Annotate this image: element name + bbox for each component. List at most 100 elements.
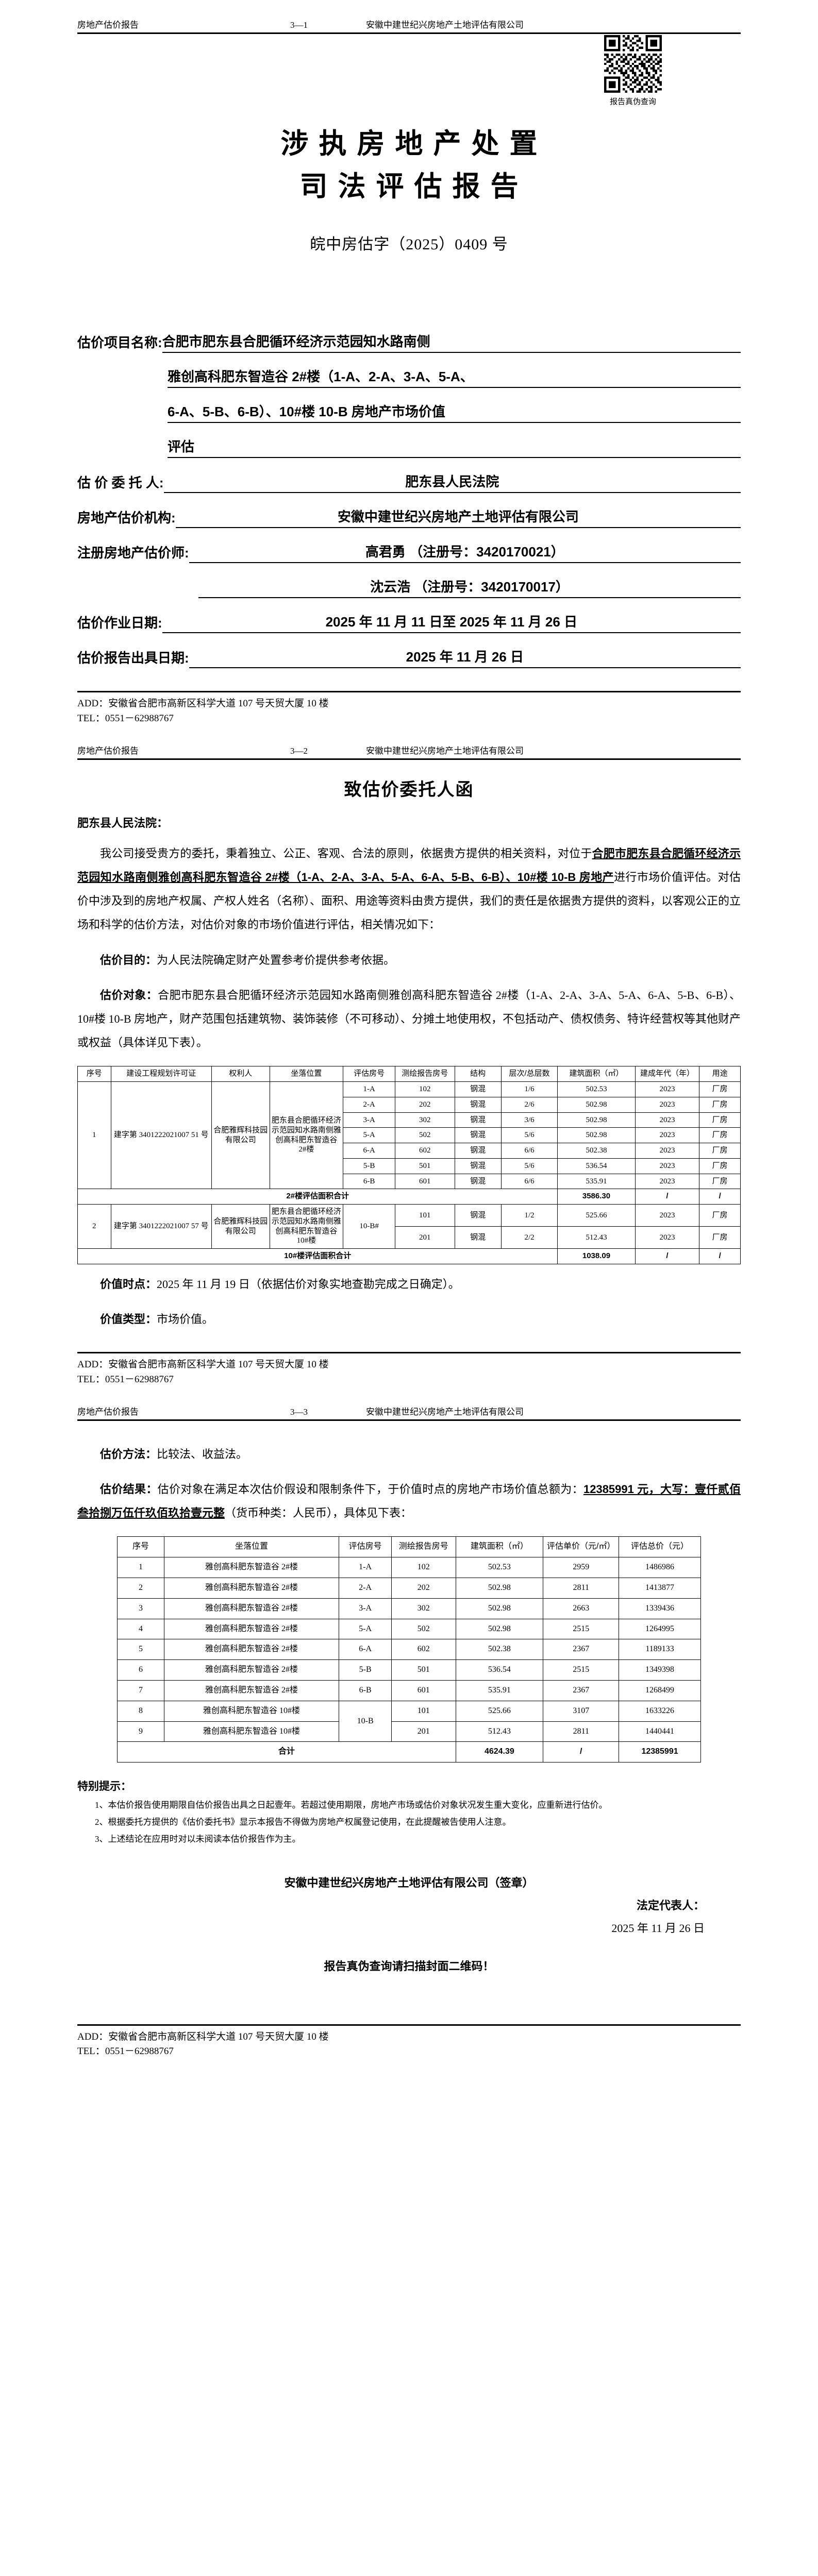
res-r8-location: 雅创高科肥东智造谷 10#楼: [163, 1721, 340, 1742]
res-r2-survey: 302: [391, 1598, 456, 1619]
appraiser-spacer: [77, 581, 198, 598]
g1-r0-floor: 1/6: [500, 1081, 558, 1097]
g1-r5-survey: 501: [394, 1158, 455, 1174]
g1-r5-structure: 钢混: [454, 1158, 502, 1174]
res-r3-unit: 2515: [543, 1618, 620, 1640]
letter-value-type: 价值类型：市场价值。: [77, 1308, 741, 1331]
cover-title-line2: 司法评估报告: [299, 171, 529, 202]
res-r3-location: 雅创高科肥东智造谷 2#楼: [163, 1618, 340, 1640]
res-total-area: 4624.39: [455, 1741, 544, 1763]
purpose-value: 为人民法院确定财产处置参考价提供参考依据。: [157, 953, 395, 967]
res-r4-location: 雅创高科肥东智造谷 2#楼: [163, 1639, 340, 1660]
table-row: 2-A 202 钢混 2/6 502.98 2023 厂房: [78, 1096, 741, 1113]
appraisal-object-table: 序号 建设工程规划许可证 权利人 坐落位置 评估房号 测绘报告房号 结构 层次/…: [77, 1066, 741, 1264]
field-client: 估 价 委 托 人: 肥东县人民法院: [77, 471, 741, 494]
g1-subtotal-area: 3586.30: [557, 1189, 636, 1205]
header-rule-3: [77, 1419, 741, 1421]
running-header-page3: 房地产估价报告 3—3 安徽中建世纪兴房地产土地评估有限公司: [77, 1407, 741, 1419]
g1-r0-use: 厂房: [699, 1081, 741, 1097]
res-r7-seq: 8: [117, 1700, 164, 1722]
notice-item-3: 3、上述结论在应用时对以未阅读本估价报告作为主。: [95, 1834, 301, 1844]
letter-footer-rule: [77, 1352, 741, 1354]
res-r8-total: 1440441: [619, 1721, 701, 1742]
col-use: 用途: [699, 1066, 741, 1082]
table-row: 2 建字第 3401222021007 57 号 合肥雅辉科技园有限公司 肥东县…: [77, 1204, 741, 1249]
col-floor: 层次/总层数: [500, 1066, 558, 1082]
object-value: 合肥市肥东县合肥循环经济示范园知水路南侧雅创高科肥东智造谷 2#楼（1-A、2-…: [77, 988, 741, 1049]
running-header-pagenum: 3—1: [290, 20, 308, 30]
object-label: 估价对象：: [100, 988, 158, 1002]
g1-r3-eval: 5-A: [343, 1127, 395, 1143]
project-name-value-line3: 6-A、5-B、6-B）、10#楼 10-B 房地产市场价值: [168, 401, 741, 423]
g2-r1-survey: 201: [394, 1226, 455, 1249]
res-r0-location: 雅创高科肥东智造谷 2#楼: [163, 1557, 340, 1578]
project-name-spacer1: [77, 370, 168, 388]
res-r4-seq: 5: [117, 1639, 164, 1660]
issue-date-value: 2025 年 11 月 26 日: [189, 647, 741, 669]
subtotal-row-building-10: 10#楼评估面积合计 1038.09 / /: [77, 1248, 741, 1264]
cover-page: 房地产估价报告 3—1 安徽中建世纪兴房地产土地评估有限公司: [0, 0, 818, 726]
g1-r6-year: 2023: [635, 1173, 700, 1190]
col-structure: 结构: [454, 1066, 502, 1082]
field-appraiser-2: 沈云浩 （注册号：3420170017）: [77, 577, 741, 599]
address-line-3: ADD：安徽省合肥市高新区科学大道 107 号天贸大厦 10 楼: [77, 2031, 329, 2042]
g1-r0-area: 502.53: [557, 1081, 636, 1097]
subtotal-row-building-2: 2#楼评估面积合计 3586.30 / /: [77, 1189, 741, 1205]
g1-r2-use: 厂房: [699, 1112, 741, 1128]
g1-r1-area: 502.98: [557, 1096, 636, 1113]
col-survey-no: 测绘报告房号: [394, 1066, 455, 1082]
res-r4-area: 502.38: [455, 1639, 544, 1660]
res-r5-eval: 5-B: [339, 1659, 392, 1681]
res-r3-seq: 4: [117, 1618, 164, 1640]
qr-code-block[interactable]: 报告真伪查询: [603, 35, 663, 107]
res-r8-survey: 201: [391, 1721, 456, 1742]
res-r3-area: 502.98: [455, 1618, 544, 1640]
results-footer-rule: [77, 2024, 741, 2026]
project-name-label: 估价项目名称:: [77, 335, 162, 351]
res-r6-seq: 7: [117, 1680, 164, 1701]
letter-p1-part-a: 我公司接受贵方的委托，秉着独立、公正、客观、合法的原则，依据贵方提供的相关资料，…: [100, 846, 592, 860]
res-r4-unit: 2367: [543, 1639, 620, 1660]
res-r7-area: 525.66: [455, 1700, 544, 1722]
method-value: 比较法、收益法。: [157, 1447, 248, 1461]
g2-r1-structure: 钢混: [454, 1226, 502, 1249]
g1-r4-structure: 钢混: [454, 1143, 502, 1159]
address-line-2: ADD：安徽省合肥市高新区科学大道 107 号天贸大厦 10 楼: [77, 1359, 329, 1370]
table-row: 7 雅创高科肥东智造谷 2#楼 6-B 601 535.91 2367 1268…: [117, 1680, 701, 1701]
res-r2-eval: 3-A: [339, 1598, 392, 1619]
res-col-survey-no: 测绘报告房号: [391, 1536, 456, 1558]
res-r1-unit: 2811: [543, 1577, 620, 1599]
g2-r1-floor: 2/2: [500, 1226, 558, 1249]
result-total-row: 合计 4624.39 / 12385991: [117, 1741, 701, 1763]
res-col-unit-price: 评估单价（元/㎡）: [543, 1536, 620, 1558]
res-r7-eval: 10-B: [339, 1700, 392, 1742]
letter-paragraph-1: 我公司接受贵方的委托，秉着独立、公正、客观、合法的原则，依据贵方提供的相关资料，…: [77, 842, 741, 937]
res-col-eval-no: 评估房号: [339, 1536, 392, 1558]
project-name-spacer2: [77, 405, 168, 423]
qr-code-icon[interactable]: [604, 35, 662, 93]
g1-r3-year: 2023: [635, 1127, 700, 1143]
col-year: 建成年代（年）: [635, 1066, 700, 1082]
method-label: 估价方法：: [100, 1447, 157, 1461]
project-name-value-line2: 雅创高科肥东智造谷 2#楼（1-A、2-A、3-A、5-A、: [168, 366, 741, 388]
g1-r5-area: 536.54: [557, 1158, 636, 1174]
results-page: 房地产估价报告 3—3 安徽中建世纪兴房地产土地评估有限公司 估价方法：比较法、…: [0, 1387, 818, 2079]
res-r2-location: 雅创高科肥东智造谷 2#楼: [163, 1598, 340, 1619]
g1-r2-survey: 302: [394, 1112, 455, 1128]
res-r0-total: 1486986: [619, 1557, 701, 1578]
g1-r3-survey: 502: [394, 1127, 455, 1143]
g1-r6-floor: 6/6: [500, 1173, 558, 1190]
work-date-value: 2025 年 11 月 11 日至 2025 年 11 月 26 日: [162, 612, 741, 634]
table-row: 2 雅创高科肥东智造谷 2#楼 2-A 202 502.98 2811 1413…: [117, 1577, 701, 1599]
object-table-header-row: 序号 建设工程规划许可证 权利人 坐落位置 评估房号 测绘报告房号 结构 层次/…: [77, 1066, 741, 1082]
g1-r1-eval: 2-A: [343, 1096, 395, 1113]
table-row: 5-A 502 钢混 5/6 502.98 2023 厂房: [78, 1127, 741, 1143]
valuation-result-table: 序号 坐落位置 评估房号 测绘报告房号 建筑面积（㎡） 评估单价（元/㎡） 评估…: [117, 1536, 701, 1763]
g1-subtotal-use: /: [699, 1189, 741, 1205]
running-header-pagenum-3: 3—3: [290, 1407, 308, 1417]
res-r6-survey: 601: [391, 1680, 456, 1701]
res-r7-survey: 101: [391, 1700, 456, 1722]
issue-date-label: 估价报告出具日期:: [77, 650, 189, 666]
signature-legal-rep: 法定代表人：: [636, 1899, 705, 1912]
res-total-unit: /: [543, 1741, 620, 1763]
